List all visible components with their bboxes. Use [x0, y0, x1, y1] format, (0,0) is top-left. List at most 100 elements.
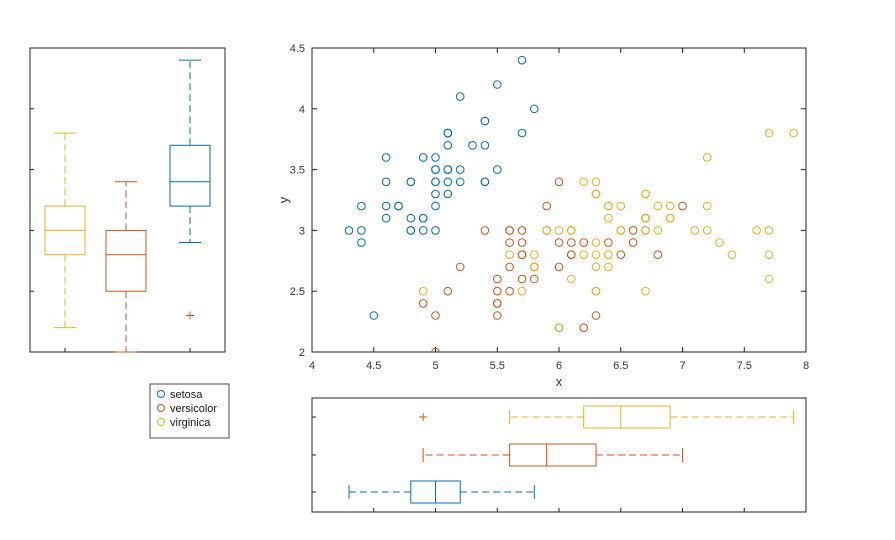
scatter-point-versicolor [579, 238, 589, 247]
scatter-point-versicolor [616, 250, 626, 259]
scatter-point-virginica [418, 286, 428, 296]
x-tick-label: 5 [432, 360, 438, 372]
box-setosa [169, 144, 211, 207]
y-tick-label: 2.5 [290, 286, 305, 298]
scatter-point-versicolor [628, 238, 638, 247]
scatter-point-setosa [431, 153, 440, 162]
scatter-point-virginica [591, 238, 601, 247]
y-marginal-boxplot-panel [29, 47, 226, 353]
scatter-point-virginica [764, 274, 774, 284]
scatter-point-setosa [431, 177, 440, 187]
scatter-point-virginica [591, 262, 601, 272]
scatter-point-setosa [357, 238, 366, 247]
scatter-point-setosa [406, 177, 416, 187]
scatter-point-setosa [381, 201, 391, 211]
scatter-point-virginica [591, 286, 601, 296]
scatter-point-virginica [665, 213, 675, 223]
scatter-point-versicolor [678, 201, 687, 211]
scatter-point-setosa [406, 226, 416, 235]
y-axis-label: y [276, 196, 291, 203]
scatter-point-setosa [357, 226, 366, 235]
scatter-point-virginica [530, 250, 539, 259]
scatter-point-versicolor [567, 250, 576, 259]
scatter-point-setosa [443, 128, 453, 138]
legend-item-label: virginica [170, 417, 211, 429]
scatter-point-setosa [357, 201, 366, 211]
scatter-point-virginica [505, 250, 514, 259]
legend-item-versicolor: versicolor [157, 403, 217, 415]
scatter-point-virginica [517, 286, 527, 296]
x-tick-label: 7.5 [737, 360, 752, 372]
scatter-point-virginica [579, 250, 589, 259]
scatter-point-setosa [431, 226, 440, 235]
scatter-point-virginica [579, 177, 589, 187]
x-tick-label: 4.5 [366, 360, 381, 372]
scatter-point-setosa [418, 153, 428, 162]
scatter-point-virginica [690, 226, 700, 235]
scatter-point-setosa [493, 80, 502, 89]
scatter-point-setosa [480, 141, 490, 150]
scatter-point-setosa [381, 177, 391, 187]
scatter-point-virginica [789, 128, 799, 138]
legend-item-label: versicolor [170, 403, 217, 415]
scatter-points [344, 55, 799, 352]
scatter-point-virginica [591, 177, 601, 187]
box-versicolor [509, 443, 597, 467]
scatter-point-setosa [468, 141, 477, 150]
scatter-point-versicolor [493, 286, 502, 296]
x-axis-label: x [556, 374, 563, 389]
scatter-point-versicolor [505, 286, 514, 296]
scatter-point-setosa [530, 104, 539, 114]
scatter-point-virginica [641, 189, 650, 199]
scatter-point-virginica [530, 262, 539, 272]
scatter-point-versicolor [493, 274, 502, 284]
scatter-point-versicolor [517, 250, 527, 259]
x-tick-label: 6.5 [613, 360, 628, 372]
scatter-point-versicolor [505, 238, 514, 247]
scatter-point-virginica [727, 250, 737, 259]
scatter-point-versicolor [505, 226, 514, 235]
scatter-point-setosa [517, 55, 527, 65]
scatter-point-setosa [394, 201, 403, 211]
y-tick-label: 4 [299, 104, 305, 116]
virginica-marker-icon [157, 418, 165, 426]
scatter-point-setosa [381, 213, 391, 223]
scatter-point-virginica [641, 286, 650, 296]
scatter-point-versicolor [542, 201, 552, 211]
scatter-point-virginica [604, 250, 613, 259]
scatter-point-virginica [591, 250, 601, 259]
scatter-point-setosa [431, 189, 440, 199]
scatter-point-virginica [653, 226, 663, 235]
scatter-point-setosa [406, 213, 416, 223]
legend-item-setosa: setosa [157, 389, 203, 401]
x-marginal-boxplot-panel [311, 397, 807, 513]
scatter-axes-box [311, 47, 807, 353]
scatter-point-setosa [381, 153, 391, 162]
scatter-point-virginica [653, 201, 663, 211]
y-marginal-axes-box [29, 47, 226, 353]
scatter-point-versicolor [653, 250, 663, 259]
scatter-point-versicolor [443, 286, 453, 296]
scatter-point-virginica [764, 250, 774, 259]
scatter-point-virginica [702, 226, 712, 235]
scatter-point-virginica [641, 213, 650, 223]
scatter-point-virginica [702, 153, 712, 162]
x-marginal-axes-box [311, 397, 807, 513]
scatter-point-versicolor [554, 238, 564, 247]
scatter-point-setosa [443, 165, 453, 174]
scatter-point-versicolor [418, 299, 428, 308]
scatter-point-versicolor [455, 262, 465, 272]
scatter-point-virginica [616, 226, 626, 235]
scatter-point-versicolor [480, 226, 490, 235]
scatter-point-versicolor [591, 311, 601, 320]
scatter-point-virginica [567, 226, 576, 235]
scatter-point-setosa [431, 201, 440, 211]
scatter-point-setosa [443, 177, 453, 187]
scatter-point-setosa [418, 226, 428, 235]
scatter-point-virginica [554, 226, 564, 235]
scatter-point-versicolor [554, 262, 564, 272]
box-virginica [583, 405, 671, 429]
scatter-point-setosa [443, 189, 453, 199]
scatter-point-versicolor [431, 347, 440, 352]
